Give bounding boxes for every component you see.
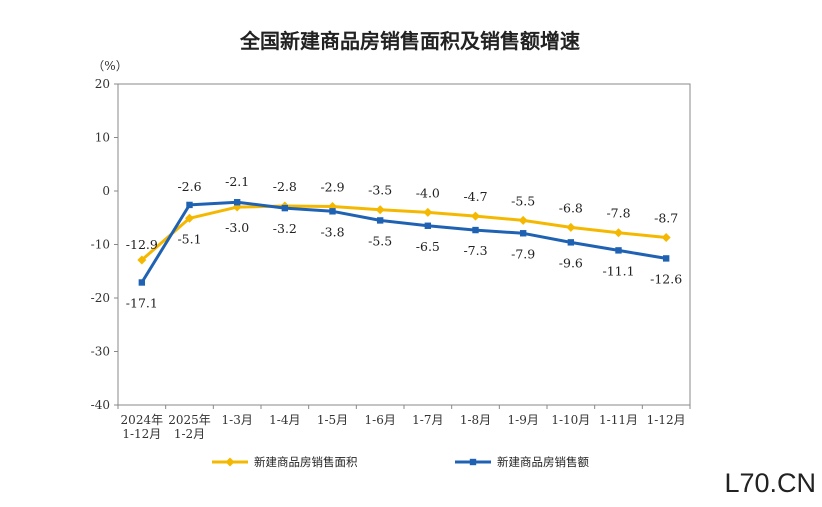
series-point	[424, 222, 432, 229]
series-point	[137, 255, 147, 265]
data-label: -7.8	[606, 206, 630, 221]
series-point	[518, 215, 528, 225]
x-tick-label: 1-2月	[174, 427, 205, 441]
data-label: -5.5	[511, 193, 535, 208]
data-label: -7.9	[511, 246, 535, 261]
x-tick-label: 1-11月	[599, 413, 638, 427]
data-label: -4.7	[463, 189, 487, 204]
data-label: -12.9	[126, 237, 158, 252]
data-label: -3.0	[225, 220, 249, 235]
data-label: -12.6	[650, 271, 682, 286]
data-label: -17.1	[126, 295, 158, 310]
plot-frame	[117, 83, 691, 406]
x-tick-label: 2025年	[168, 413, 211, 427]
series-point	[233, 199, 241, 206]
y-tick-label: -20	[91, 291, 110, 305]
y-tick-label: 10	[95, 131, 110, 145]
series-point	[423, 207, 433, 217]
legend-label: 新建商品房销售额	[497, 455, 589, 469]
y-tick-label: -30	[91, 345, 110, 359]
data-label: -3.2	[273, 221, 297, 236]
x-tick-label: 1-10月	[551, 413, 590, 427]
x-tick-label: 1-9月	[508, 413, 539, 427]
series-point	[615, 247, 622, 254]
plot-area: 20100-10-20-30-402024年1-12月2025年1-2月1-3月…	[91, 77, 691, 469]
series-point	[662, 255, 670, 262]
y-tick-label: 20	[95, 77, 110, 91]
chart-title: 全国新建商品房销售面积及销售额增速	[239, 29, 580, 53]
series-point	[661, 233, 671, 243]
data-label: -11.1	[602, 263, 634, 278]
data-label: -2.8	[273, 179, 297, 194]
x-tick-label: 1-3月	[222, 413, 253, 427]
x-tick-label: 1-6月	[365, 413, 396, 427]
data-label: -3.5	[368, 183, 392, 198]
series-point	[376, 217, 384, 224]
series-point	[566, 222, 576, 232]
series-point	[472, 226, 479, 234]
series-point	[567, 239, 575, 246]
y-tick-label: 0	[102, 184, 110, 198]
data-label: -2.1	[225, 174, 249, 189]
data-label: -6.5	[416, 239, 440, 254]
series-line-1	[140, 200, 667, 284]
series-point	[138, 279, 146, 286]
series-point	[281, 204, 289, 212]
x-tick-label: 1-7月	[412, 413, 443, 427]
data-label: -5.5	[368, 233, 392, 248]
legend-marker	[469, 458, 477, 466]
watermark: L70.CN	[724, 468, 816, 498]
x-tick-label: 1-8月	[460, 413, 491, 427]
series-line-0	[140, 204, 667, 262]
data-label: -7.3	[463, 243, 487, 258]
data-label: -2.6	[177, 179, 201, 194]
y-axis-unit-label: （%）	[92, 59, 127, 73]
data-label: -2.9	[320, 180, 344, 195]
data-label: -6.8	[559, 200, 583, 215]
x-tick-label: 1-4月	[269, 413, 300, 427]
x-tick-label: 1-12月	[647, 413, 686, 427]
legend-label: 新建商品房销售面积	[254, 455, 358, 469]
x-tick-label: 1-5月	[317, 413, 348, 427]
data-label: -3.8	[320, 224, 344, 239]
series-point	[329, 208, 336, 215]
legend-marker	[225, 457, 235, 467]
series-point	[185, 213, 194, 223]
data-label: -5.1	[177, 231, 201, 246]
y-tick-label: -40	[91, 398, 110, 412]
series-point	[471, 211, 480, 221]
data-label: -8.7	[654, 211, 678, 226]
series-point	[186, 201, 193, 209]
data-label: -4.0	[416, 185, 440, 200]
series-point	[614, 228, 623, 238]
data-label: -9.6	[559, 255, 583, 270]
x-tick-label: 2024年	[121, 413, 164, 427]
y-tick-label: -10	[91, 238, 110, 252]
series-point	[375, 205, 385, 215]
x-tick-label: 1-12月	[122, 427, 161, 441]
series-point	[519, 230, 527, 237]
